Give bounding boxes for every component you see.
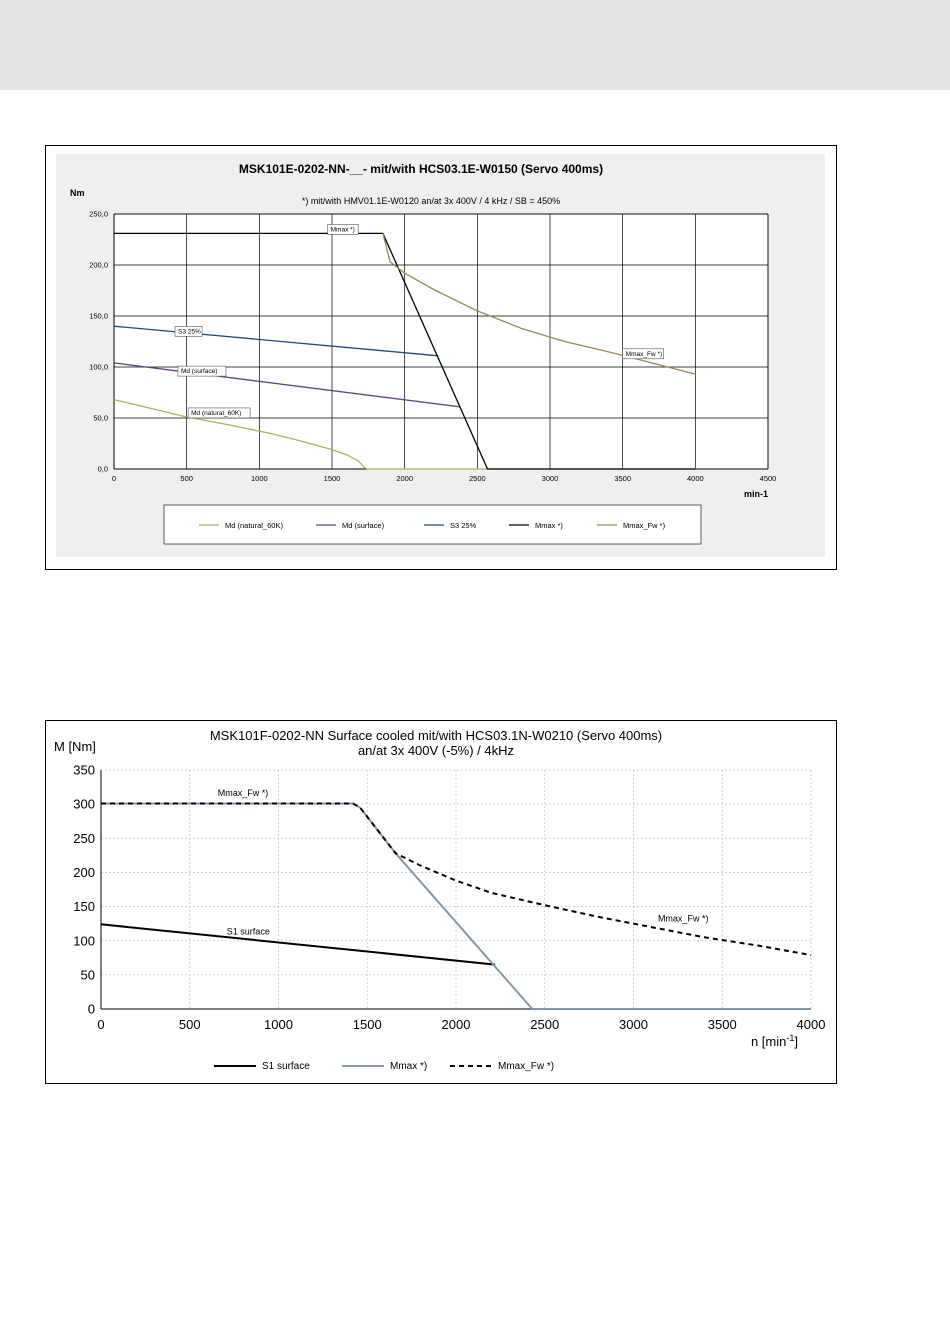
series-label-box bbox=[187, 407, 251, 419]
y-tick-label: 50,0 bbox=[93, 414, 108, 423]
y-tick-label: 0 bbox=[88, 1002, 95, 1017]
chart-1-legend-items: Md (natural_60K) Md (surface) S3 25% Mmax *… bbox=[199, 521, 666, 530]
legend-label: S1 surface bbox=[262, 1061, 310, 1072]
x-tick-label: 2500 bbox=[469, 474, 486, 483]
legend-label: Md (natural_60K) bbox=[225, 521, 283, 530]
x-tick-label: 1000 bbox=[251, 474, 268, 483]
y-tick-label: 200,0 bbox=[89, 261, 108, 270]
legend-label: S3 25% bbox=[450, 521, 477, 530]
chart-2-legend: S1 surface Mmax *) Mmax_Fw *) bbox=[214, 1061, 554, 1072]
chart-2-y-label: M [Nm] bbox=[54, 739, 96, 754]
chart-1-svg: MSK101E-0202-NN-__- mit/with HCS03.1E-W0… bbox=[56, 154, 825, 557]
series-label: Mmax_Fw *) bbox=[626, 351, 662, 358]
series-label: S3 25% bbox=[178, 328, 201, 335]
x-tick-label: 3000 bbox=[542, 474, 559, 483]
y-tick-label: 0,0 bbox=[98, 465, 108, 474]
chart-2-plot: 0 500 1000 1500 2000 2500 3000 3500 4000 0 50 100 15… bbox=[73, 763, 825, 1032]
chart-2-subtitle: an/at 3x 400V (-5%) / 4kHz bbox=[358, 743, 514, 758]
chart-1-subtitle: *) mit/with HMV01.1E-W0120 an/at 3x 400V… bbox=[302, 196, 560, 206]
chart-1-x-label: min-1 bbox=[744, 489, 768, 499]
y-tick-label: 300 bbox=[73, 797, 95, 812]
chart-2-title: MSK101F-0202-NN Surface cooled mit/with … bbox=[210, 728, 662, 743]
x-tick-label: 3500 bbox=[708, 1017, 737, 1032]
y-tick-label: 250,0 bbox=[89, 210, 108, 219]
series-label-box bbox=[177, 365, 227, 377]
chart-1-plot: 0 500 1000 1500 2000 2500 3000 3500 4000 4500 0,0 5… bbox=[89, 210, 776, 483]
x-tick-label: 2500 bbox=[530, 1017, 559, 1032]
legend-label: Mmax *) bbox=[390, 1061, 427, 1072]
chart-2-x-label-end: ] bbox=[794, 1034, 798, 1049]
chart-2-frame: MSK101F-0202-NN Surface cooled mit/with … bbox=[45, 720, 837, 1084]
x-tick-label: 3500 bbox=[614, 474, 631, 483]
x-tick-label: 500 bbox=[179, 1017, 201, 1032]
y-tick-label: 100 bbox=[73, 933, 95, 948]
series-line-md-surface bbox=[113, 362, 460, 408]
series-label: Mmax_Fw *) bbox=[658, 914, 709, 924]
series-line-mmax bbox=[114, 232, 696, 470]
y-tick-label: 100,0 bbox=[89, 363, 108, 372]
chart-2-x-label-main: n [min bbox=[751, 1034, 786, 1049]
chart-1-plot-area bbox=[114, 214, 768, 469]
series-line-mmax-fw bbox=[101, 802, 812, 957]
series-line-s1-surface bbox=[100, 923, 496, 966]
chart-2-x-label-sup: -1 bbox=[786, 1033, 794, 1043]
page-header-band bbox=[0, 0, 950, 90]
series-label: Md (natural_60K) bbox=[191, 410, 241, 417]
series-label: Md (surface) bbox=[181, 368, 217, 375]
x-tick-label: 0 bbox=[97, 1017, 104, 1032]
series-label: Mmax_Fw *) bbox=[218, 788, 269, 798]
x-tick-label: 2000 bbox=[442, 1017, 471, 1032]
chart-2-svg: MSK101F-0202-NN Surface cooled mit/with … bbox=[54, 728, 825, 1072]
x-tick-label: 1500 bbox=[324, 474, 341, 483]
chart-1-title: MSK101E-0202-NN-__- mit/with HCS03.1E-W0… bbox=[239, 162, 603, 176]
series-label-box bbox=[622, 348, 664, 360]
series-line-s3-25 bbox=[113, 325, 439, 357]
chart-2-x-label: n [min-1] bbox=[751, 1033, 798, 1049]
chart-1-legend: Md (natural_60K) Md (surface) S3 25% Mmax *… bbox=[163, 504, 702, 545]
legend-label: Md (surface) bbox=[342, 521, 385, 530]
chart-1-frame: MSK101E-0202-NN-__- mit/with HCS03.1E-W0… bbox=[45, 145, 837, 570]
legend-label: Mmax_Fw *) bbox=[623, 521, 666, 530]
y-tick-label: 150,0 bbox=[89, 312, 108, 321]
x-tick-label: 0 bbox=[112, 474, 116, 483]
series-label-box bbox=[327, 224, 359, 235]
series-label: S1 surface bbox=[227, 927, 270, 937]
x-tick-label: 3000 bbox=[619, 1017, 648, 1032]
series-line-md-natural-60k bbox=[113, 398, 696, 470]
series-label: Mmax *) bbox=[331, 226, 355, 233]
x-tick-label: 500 bbox=[180, 474, 193, 483]
x-tick-label: 1000 bbox=[264, 1017, 293, 1032]
series-label-box bbox=[174, 326, 203, 337]
x-tick-label: 4500 bbox=[760, 474, 777, 483]
y-tick-label: 200 bbox=[73, 865, 95, 880]
x-tick-label: 4000 bbox=[797, 1017, 826, 1032]
chart-1-y-label: Nm bbox=[70, 188, 85, 198]
x-tick-label: 4000 bbox=[687, 474, 704, 483]
legend-label: Mmax_Fw *) bbox=[498, 1061, 554, 1072]
y-tick-label: 150 bbox=[73, 899, 95, 914]
x-tick-label: 1500 bbox=[353, 1017, 382, 1032]
y-tick-label: 350 bbox=[73, 763, 95, 778]
legend-label: Mmax *) bbox=[535, 521, 563, 530]
x-tick-label: 2000 bbox=[396, 474, 413, 483]
y-tick-label: 50 bbox=[81, 967, 95, 982]
y-tick-label: 250 bbox=[73, 831, 95, 846]
